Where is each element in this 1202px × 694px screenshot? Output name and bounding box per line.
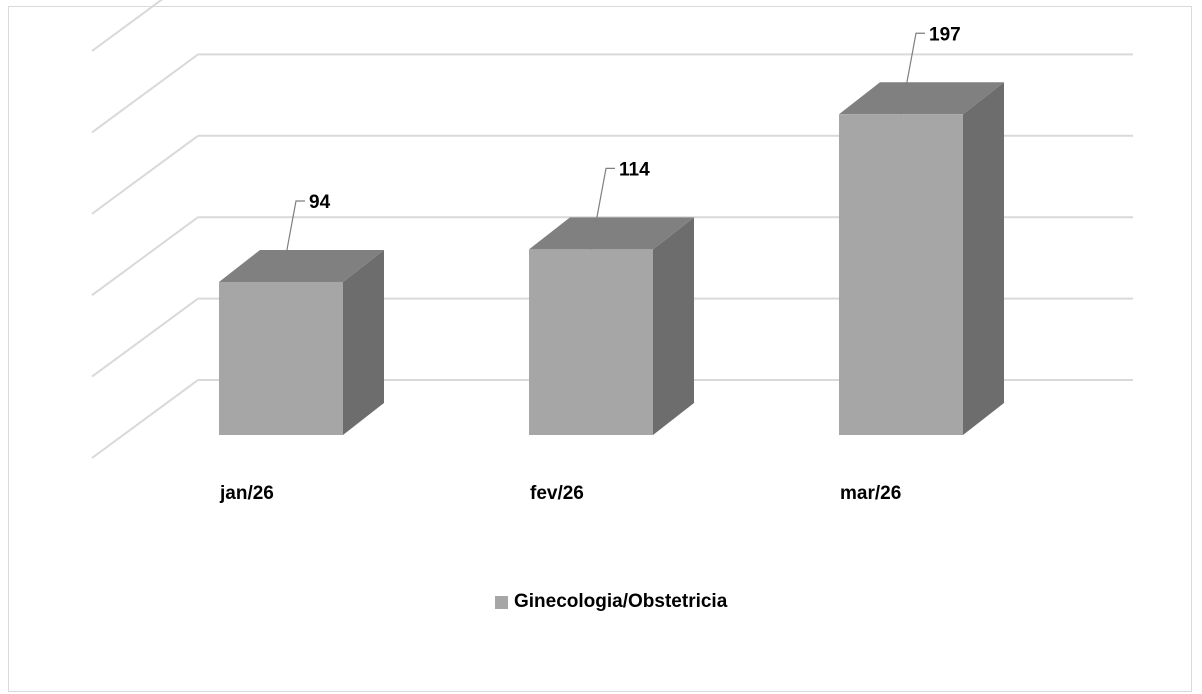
gridline-diagonal <box>91 297 199 378</box>
bar-top <box>219 249 384 282</box>
x-tick-label: mar/26 <box>840 483 901 504</box>
bar-front <box>219 281 343 435</box>
data-labels: 94 114 197 <box>280 24 961 283</box>
legend-swatch <box>495 595 508 609</box>
bar-side <box>343 249 384 435</box>
bar-top <box>839 82 1004 115</box>
bar <box>529 217 694 435</box>
gridline-diagonal <box>91 379 199 459</box>
data-label-leader <box>900 32 925 115</box>
data-label-leader <box>590 167 615 250</box>
bar-top <box>529 217 694 250</box>
bar-front <box>529 249 653 435</box>
bar <box>839 82 1004 435</box>
bar <box>219 249 384 435</box>
x-axis-tick-labels: jan/26 fev/26 mar/26 <box>219 483 901 504</box>
data-label: 114 <box>619 159 650 180</box>
bar-side <box>653 217 694 435</box>
data-label-leader <box>280 200 305 283</box>
gridline-diagonal <box>91 216 199 297</box>
legend-label: Ginecologia/Obstetricia <box>514 591 728 612</box>
gridline-diagonal <box>91 134 199 215</box>
data-label: 197 <box>929 24 961 45</box>
gridline-diagonal <box>91 53 199 134</box>
legend: Ginecologia/Obstetricia <box>495 591 727 613</box>
bars <box>219 82 1004 435</box>
x-tick-label: fev/26 <box>530 483 584 504</box>
bar-front <box>839 114 963 435</box>
bar-side <box>963 82 1004 435</box>
x-tick-label: jan/26 <box>219 483 274 504</box>
gridline-diagonal <box>91 0 163 52</box>
chart-area <box>8 6 1192 692</box>
data-label: 94 <box>309 192 331 213</box>
